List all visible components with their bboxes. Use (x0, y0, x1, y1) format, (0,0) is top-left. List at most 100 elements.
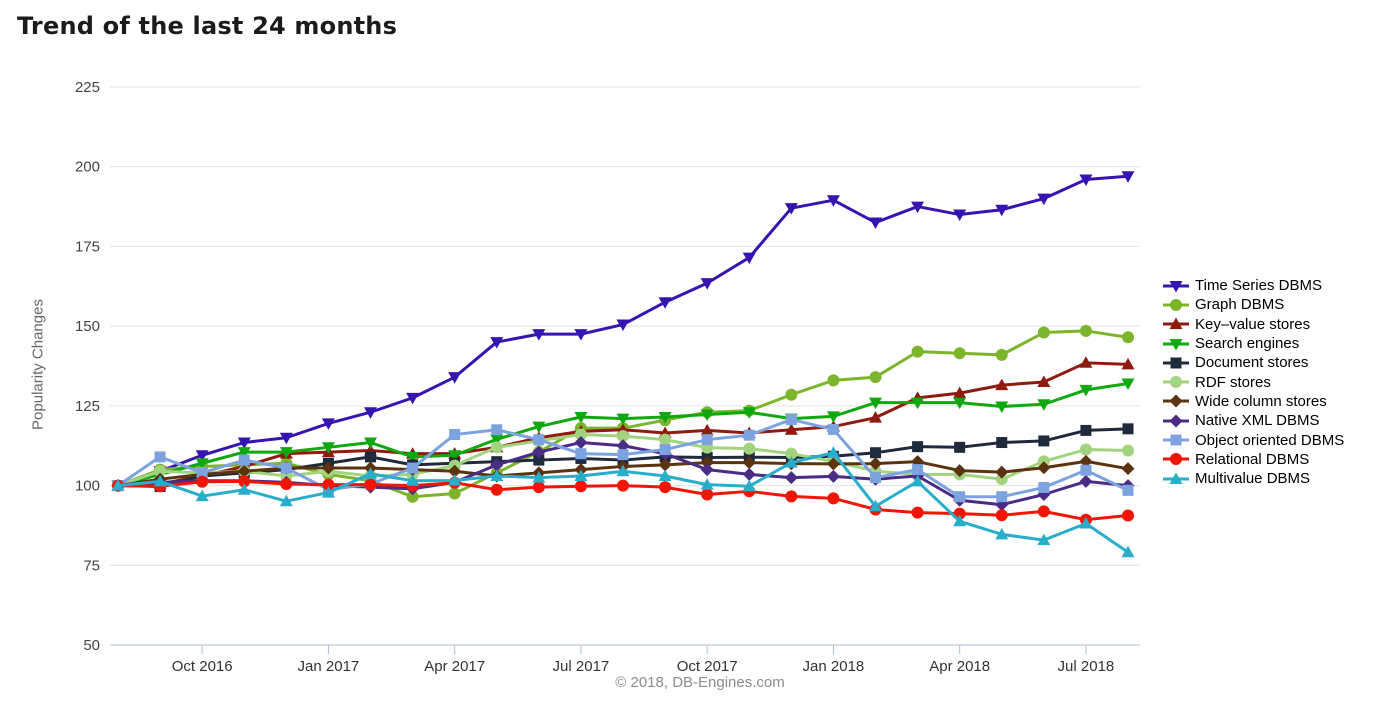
data-point-rdf-stores-nov-2017 (743, 442, 756, 455)
legend-label-time-series-dbms: Time Series DBMS (1195, 277, 1322, 295)
x-tick-label-jan-2017: Jan 2017 (298, 658, 360, 675)
legend-item-wide-column-stores[interactable]: Wide column stores (1163, 392, 1344, 411)
legend-item-graph-dbms[interactable]: Graph DBMS (1163, 295, 1344, 314)
legend-label-search-engines: Search engines (1195, 335, 1300, 353)
data-point-graph-dbms-aug-2018 (1122, 331, 1134, 344)
data-point-time-series-dbms-mar-2017 (406, 392, 420, 405)
data-point-time-series-dbms-aug-2018 (1121, 171, 1135, 183)
data-point-native-xml-dbms-oct-2017 (700, 463, 714, 477)
data-point-search-engines-oct-2016 (195, 458, 209, 470)
data-point-object-oriented-dbms-may-2017 (491, 424, 503, 436)
data-point-time-series-dbms-may-2017 (490, 337, 504, 349)
legend-item-native-xml-dbms[interactable]: Native XML DBMS (1163, 411, 1344, 430)
data-point-document-stores-jul-2018 (1080, 424, 1092, 436)
data-point-document-stores-feb-2018 (870, 447, 881, 459)
graph-dbms-legend-marker-icon (1163, 298, 1189, 311)
data-point-time-series-dbms-dec-2016 (279, 432, 293, 445)
data-point-object-oriented-dbms-oct-2016 (196, 467, 208, 479)
legend-item-key-value-stores[interactable]: Key–value stores (1163, 315, 1344, 334)
time-series-dbms-legend-marker-icon (1163, 280, 1189, 293)
data-point-object-oriented-dbms-sep-2016 (154, 451, 166, 463)
data-point-object-oriented-dbms-may-2018 (996, 491, 1008, 503)
time-series-dbms-legend-glyph (1169, 280, 1183, 293)
data-point-rdf-stores-dec-2017 (785, 447, 798, 460)
legend-label-native-xml-dbms: Native XML DBMS (1195, 412, 1320, 430)
data-point-search-engines-nov-2017 (742, 407, 756, 419)
rdf-stores-legend-marker-icon (1163, 376, 1189, 389)
data-point-time-series-dbms-jan-2017 (321, 418, 335, 430)
x-tick-label-apr-2018: Apr 2018 (929, 658, 990, 675)
data-point-multivalue-dbms-apr-2018 (953, 514, 967, 527)
data-point-wide-column-stores-may-2018 (995, 465, 1009, 479)
data-point-time-series-dbms-jul-2018 (1079, 174, 1093, 186)
chart-legend: Time Series DBMS Graph DBMS Key–value stor… (1163, 276, 1344, 488)
data-point-rdf-stores-sep-2016 (154, 465, 167, 478)
data-point-relational-dbms-jun-2018 (1037, 505, 1050, 518)
data-point-wide-column-stores-apr-2018 (953, 464, 967, 478)
multivalue-dbms-legend-marker-icon (1163, 472, 1189, 484)
data-point-multivalue-dbms-aug-2018 (1121, 545, 1135, 558)
legend-item-search-engines[interactable]: Search engines (1163, 334, 1344, 353)
data-point-graph-dbms-may-2018 (995, 348, 1008, 361)
legend-item-multivalue-dbms[interactable]: Multivalue DBMS (1163, 469, 1344, 488)
data-point-native-xml-dbms-jun-2017 (532, 445, 546, 459)
y-tick-label-50: 50 (83, 637, 100, 654)
data-point-graph-dbms-apr-2017 (448, 487, 461, 500)
legend-item-document-stores[interactable]: Document stores (1163, 353, 1344, 372)
x-tick-label-oct-2017: Oct 2017 (677, 658, 738, 675)
data-point-native-xml-dbms-jul-2018 (1079, 474, 1093, 488)
data-point-rdf-stores-jul-2018 (1079, 443, 1092, 456)
data-point-search-engines-feb-2018 (869, 397, 882, 410)
data-point-relational-dbms-feb-2017 (364, 478, 377, 491)
search-engines-legend-glyph (1169, 338, 1183, 351)
data-point-time-series-dbms-aug-2017 (616, 319, 630, 332)
legend-item-relational-dbms[interactable]: Relational DBMS (1163, 450, 1344, 469)
data-point-relational-dbms-aug-2017 (617, 479, 629, 492)
series-relational-dbms[interactable] (112, 475, 1134, 526)
data-point-multivalue-dbms-may-2018 (995, 527, 1009, 540)
data-point-multivalue-dbms-nov-2016 (237, 483, 251, 495)
data-point-rdf-stores-sep-2017 (659, 433, 672, 446)
data-point-time-series-dbms-apr-2017 (448, 372, 462, 384)
data-point-time-series-dbms-oct-2017 (700, 278, 714, 290)
data-point-wide-column-stores-oct-2017 (700, 456, 714, 470)
data-point-wide-column-stores-jan-2018 (826, 457, 840, 471)
data-point-key-value-stores-jul-2018 (1079, 356, 1093, 368)
object-oriented-dbms-legend-marker-icon (1163, 434, 1189, 446)
data-point-multivalue-dbms-sep-2016 (153, 474, 167, 487)
data-point-search-engines-dec-2016 (279, 447, 293, 459)
data-point-wide-column-stores-jul-2018 (1079, 454, 1093, 468)
data-point-key-value-stores-oct-2017 (700, 423, 714, 436)
series-multivalue-dbms[interactable] (111, 446, 1135, 558)
x-tick-label-oct-2016: Oct 2016 (172, 658, 233, 675)
data-point-multivalue-dbms-feb-2018 (869, 499, 882, 512)
data-point-relational-dbms-oct-2017 (701, 488, 714, 501)
data-point-object-oriented-dbms-nov-2016 (238, 454, 250, 466)
legend-label-multivalue-dbms: Multivalue DBMS (1195, 470, 1311, 488)
data-point-object-oriented-dbms-jul-2017 (575, 448, 587, 460)
legend-label-graph-dbms: Graph DBMS (1195, 296, 1285, 314)
legend-item-object-oriented-dbms[interactable]: Object oriented DBMS (1163, 430, 1344, 449)
legend-item-time-series-dbms[interactable]: Time Series DBMS (1163, 276, 1344, 295)
data-point-time-series-dbms-mar-2018 (911, 201, 925, 214)
data-point-object-oriented-dbms-mar-2017 (407, 462, 419, 474)
data-point-graph-dbms-mar-2018 (911, 345, 924, 358)
legend-item-rdf-stores[interactable]: RDF stores (1163, 372, 1344, 391)
data-point-multivalue-dbms-may-2017 (490, 469, 504, 482)
data-point-graph-dbms-mar-2017 (406, 490, 419, 503)
data-point-multivalue-dbms-jun-2017 (532, 471, 546, 483)
data-point-relational-dbms-jan-2017 (322, 478, 335, 491)
data-point-object-oriented-dbms-feb-2018 (870, 472, 881, 484)
rdf-stores-legend-glyph (1170, 376, 1182, 389)
data-point-time-series-dbms-nov-2017 (742, 252, 756, 265)
legend-label-relational-dbms: Relational DBMS (1195, 450, 1310, 468)
legend-label-object-oriented-dbms: Object oriented DBMS (1195, 431, 1345, 449)
data-point-multivalue-dbms-mar-2018 (911, 474, 925, 487)
y-tick-label-225: 225 (75, 79, 100, 96)
key-value-stores-legend-glyph (1169, 317, 1183, 330)
data-point-relational-dbms-mar-2018 (911, 506, 924, 519)
data-point-search-engines-nov-2016 (237, 447, 251, 459)
data-point-object-oriented-dbms-nov-2017 (743, 429, 755, 441)
data-point-wide-column-stores-apr-2017 (448, 464, 462, 478)
